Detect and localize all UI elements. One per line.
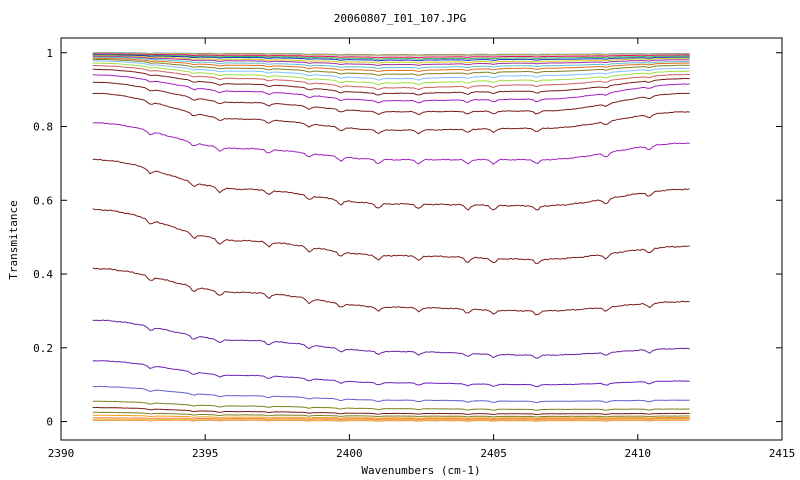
y-tick-label: 0.4 (33, 268, 53, 281)
x-tick-label: 2390 (48, 447, 75, 460)
series-layer (92, 52, 690, 422)
spectrum-series-line (92, 418, 690, 422)
spectrum-series-line (92, 406, 690, 416)
y-axis: 0 0.2 0.4 0.6 0.8 1 (33, 47, 782, 429)
spectrum-series-line (92, 64, 690, 91)
x-tick-label: 2405 (480, 447, 507, 460)
spectrum-series-line (92, 414, 690, 420)
chart-title: 20060807_I01_107.JPG (334, 12, 466, 25)
spectrum-series-line (92, 158, 690, 211)
y-tick-label: 0.8 (33, 121, 53, 134)
x-tick-label: 2410 (625, 447, 652, 460)
spectrum-series-line (92, 417, 690, 421)
spectrum-series-line (92, 55, 690, 64)
spectrum-series-line (92, 208, 690, 264)
spectrum-series-line (92, 419, 690, 422)
spectrum-series-line (92, 62, 690, 86)
y-tick-label: 0.6 (33, 194, 53, 207)
spectrum-series-line (92, 56, 690, 69)
spectrum-series-line (92, 53, 690, 59)
spectrum-series-line (92, 68, 690, 96)
spectrum-series-line (92, 385, 690, 404)
x-tick-label: 2395 (192, 447, 219, 460)
spectrum-series-line (92, 122, 690, 165)
spectrum-series-line (92, 58, 690, 76)
spectrum-series-line (92, 52, 690, 57)
spectrum-series-line (92, 60, 690, 81)
spectrum-series-line (92, 267, 690, 316)
x-tick-label: 2415 (769, 447, 796, 460)
y-axis-label: Transmitance (7, 200, 20, 279)
plot-frame (60, 37, 783, 441)
spectrum-series-line (92, 54, 690, 62)
spectrum-series-line (92, 52, 690, 57)
spectrum-series-line (92, 57, 690, 72)
y-tick-label: 0 (46, 416, 53, 429)
y-tick-label: 1 (46, 47, 53, 60)
y-tick-label: 0.2 (33, 342, 53, 355)
spectrum-series-line (92, 360, 690, 388)
spectrum-series-line (92, 81, 690, 116)
spectrum-series-line (92, 319, 690, 359)
spectrum-series-line (92, 411, 690, 418)
spectrum-series-line (92, 55, 690, 67)
x-axis: 2390 2395 2400 2405 2410 2415 (48, 38, 796, 460)
spectrum-series-line (92, 92, 690, 135)
spectrum-series-line (92, 400, 690, 411)
x-tick-label: 2400 (336, 447, 363, 460)
x-axis-label: Wavenumbers (cm-1) (361, 464, 480, 477)
spectrum-series-line (92, 74, 690, 104)
spectrum-series-line (92, 54, 690, 60)
